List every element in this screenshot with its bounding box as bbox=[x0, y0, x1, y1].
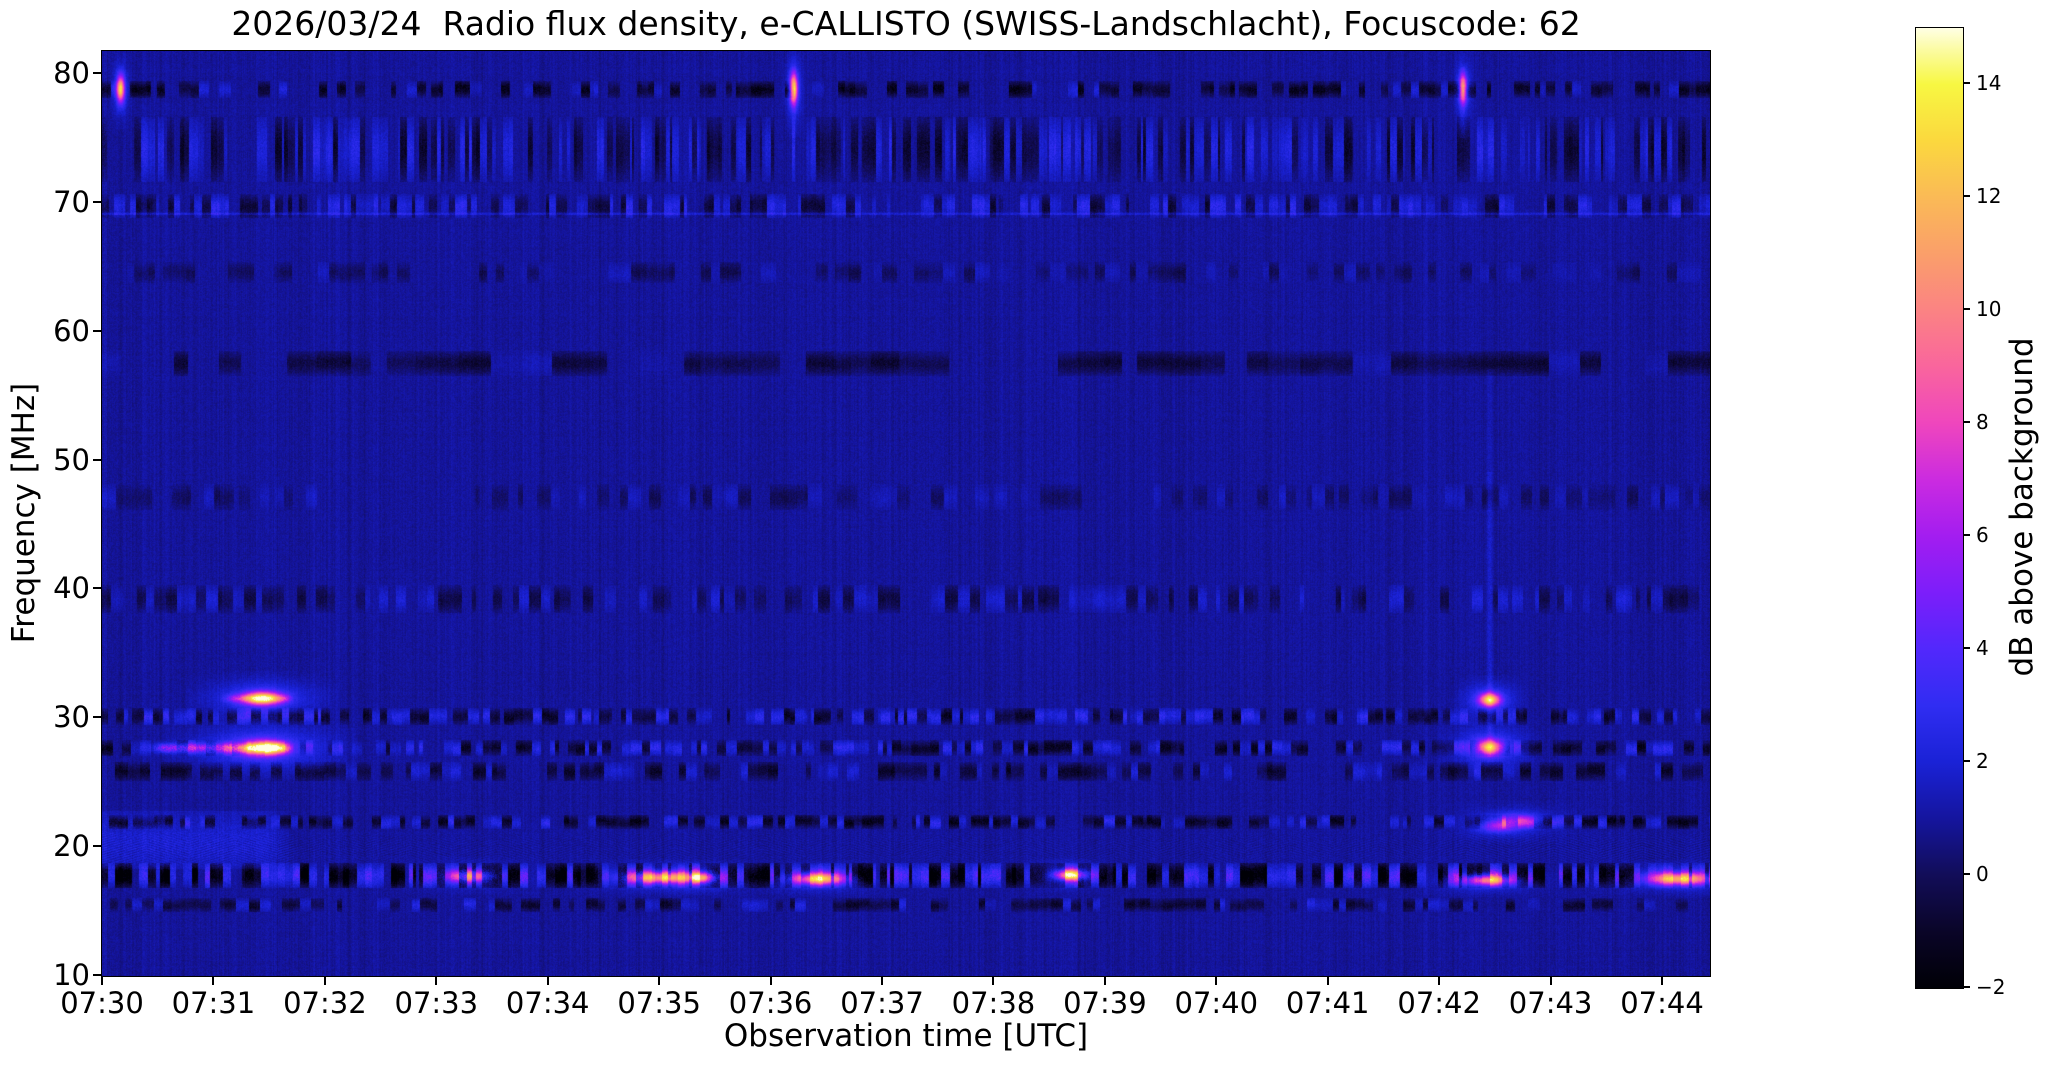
x-tick-label: 07:42 bbox=[1397, 986, 1481, 1020]
colorbar-tick-mark bbox=[1963, 986, 1970, 988]
x-tick-mark bbox=[769, 977, 772, 985]
x-tick-mark bbox=[546, 977, 549, 985]
colorbar-tick-label: −2 bbox=[1976, 975, 2006, 999]
colorbar-tick-mark bbox=[1963, 873, 1970, 876]
y-tick-label: 20 bbox=[53, 829, 90, 864]
y-tick-label: 30 bbox=[53, 700, 90, 735]
x-tick-label: 07:37 bbox=[840, 986, 924, 1020]
x-tick-mark bbox=[881, 977, 883, 985]
y-tick-label: 40 bbox=[53, 571, 90, 606]
x-tick-mark bbox=[1661, 977, 1664, 985]
x-tick-label: 07:31 bbox=[171, 986, 256, 1020]
colorbar-tick-label: 8 bbox=[1976, 410, 1989, 435]
colorbar-tick-mark bbox=[1963, 760, 1970, 763]
x-tick-label: 07:36 bbox=[728, 986, 813, 1020]
plot-area bbox=[101, 50, 1711, 977]
x-tick-label: 07:34 bbox=[505, 986, 590, 1020]
x-tick-mark bbox=[435, 977, 438, 985]
x-tick-mark bbox=[658, 977, 661, 985]
colorbar-tick-label: 2 bbox=[1976, 749, 1989, 774]
x-tick-label: 07:44 bbox=[1620, 986, 1704, 1020]
colorbar-tick-mark bbox=[1963, 647, 1970, 650]
y-tick-mark bbox=[93, 974, 101, 977]
colorbar-tick-mark bbox=[1963, 82, 1970, 85]
x-tick-mark bbox=[212, 977, 215, 985]
x-tick-mark bbox=[323, 977, 326, 985]
colorbar-tick-label: 4 bbox=[1976, 636, 1989, 661]
colorbar-tick-label: 6 bbox=[1976, 523, 1989, 548]
y-tick-label: 80 bbox=[53, 55, 90, 90]
x-tick-label: 07:41 bbox=[1285, 986, 1370, 1020]
x-tick-mark bbox=[1549, 977, 1552, 985]
x-tick-label: 07:35 bbox=[617, 986, 701, 1020]
colorbar-tick-label: 0 bbox=[1976, 862, 1989, 887]
colorbar-tick-mark bbox=[1963, 195, 1970, 198]
x-tick-mark bbox=[992, 977, 995, 985]
colorbar-tick-mark bbox=[1963, 534, 1970, 537]
colorbar-tick-label: 10 bbox=[1976, 297, 2002, 322]
y-tick-mark bbox=[93, 329, 101, 332]
colorbar-label: dB above background bbox=[2004, 337, 2040, 677]
y-tick-mark bbox=[93, 716, 101, 719]
x-tick-mark bbox=[1438, 977, 1441, 985]
x-tick-label: 07:43 bbox=[1508, 986, 1593, 1020]
x-tick-mark bbox=[1103, 977, 1106, 985]
y-tick-label: 50 bbox=[53, 442, 90, 477]
x-tick-label: 07:33 bbox=[394, 986, 479, 1020]
x-tick-label: 07:40 bbox=[1174, 986, 1259, 1020]
colorbar-tick-label: 12 bbox=[1976, 184, 2002, 209]
y-tick-mark bbox=[93, 587, 101, 590]
colorbar-tick-mark bbox=[1963, 308, 1970, 311]
y-tick-mark bbox=[93, 458, 101, 461]
y-tick-label: 70 bbox=[53, 184, 90, 219]
y-tick-label: 60 bbox=[53, 313, 90, 348]
x-tick-label: 07:39 bbox=[1063, 986, 1147, 1020]
y-tick-mark bbox=[93, 845, 101, 848]
x-tick-mark bbox=[101, 977, 103, 985]
x-tick-mark bbox=[1326, 977, 1329, 985]
y-tick-mark bbox=[93, 200, 101, 203]
y-tick-label: 10 bbox=[53, 958, 90, 993]
x-tick-label: 07:38 bbox=[951, 986, 1036, 1020]
colorbar-tick-label: 14 bbox=[1976, 71, 2002, 96]
y-axis-label: Frequency [MHz] bbox=[6, 382, 42, 644]
colorbar-tick-mark bbox=[1963, 421, 1970, 424]
x-tick-label: 07:30 bbox=[60, 986, 144, 1020]
plot-title: 2026/03/24 Radio flux density, e-CALLIST… bbox=[231, 4, 1581, 43]
colorbar bbox=[1915, 27, 1964, 989]
spectrogram-canvas bbox=[102, 51, 1710, 976]
x-tick-label: 07:32 bbox=[283, 986, 367, 1020]
x-tick-mark bbox=[1215, 977, 1218, 985]
x-axis-label: Observation time [UTC] bbox=[723, 1018, 1089, 1054]
y-tick-mark bbox=[93, 71, 101, 74]
